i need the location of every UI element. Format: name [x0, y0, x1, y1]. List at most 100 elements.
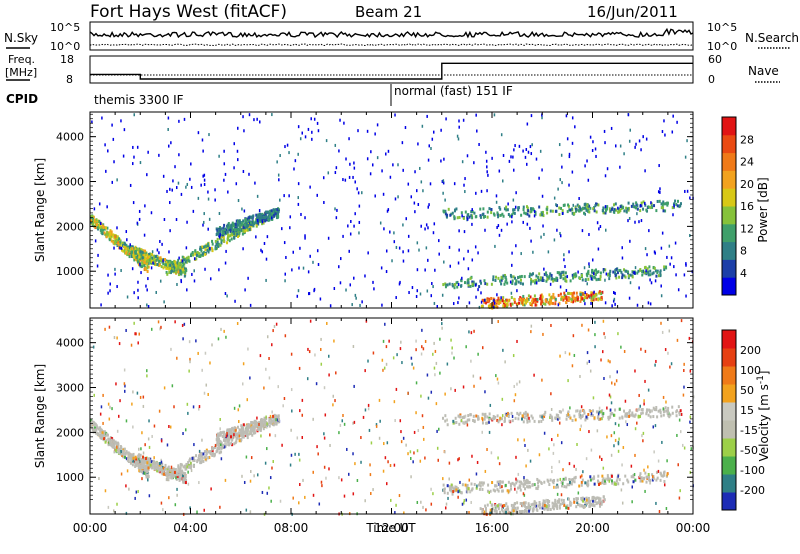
- velocity-echo: [543, 431, 546, 435]
- velocity-echo: [278, 417, 281, 421]
- velocity-echo: [599, 481, 602, 485]
- power-echo: [500, 228, 503, 232]
- velocity-echo: [205, 450, 208, 454]
- velocity-echo: [514, 416, 517, 420]
- velocity-echo: [532, 502, 535, 506]
- velocity-echo: [553, 478, 556, 482]
- velocity-echo: [124, 384, 126, 388]
- power-echo: [661, 231, 664, 235]
- power-echo: [503, 282, 506, 286]
- velocity-echo: [182, 480, 185, 484]
- velocity-echo: [410, 475, 412, 479]
- velocity-echo: [607, 415, 610, 419]
- velocity-echo: [479, 507, 482, 511]
- velocity-echo: [468, 418, 471, 422]
- power-echo: [297, 152, 299, 156]
- power-echo: [126, 253, 129, 257]
- velocity-echo: [228, 443, 231, 447]
- power-echo: [511, 282, 514, 286]
- velocity-echo: [225, 335, 227, 339]
- power-echo: [641, 273, 644, 277]
- velocity-echo: [501, 489, 504, 493]
- power-echo: [482, 207, 485, 211]
- power-echo: [539, 149, 542, 153]
- velocity-echo: [679, 409, 682, 413]
- power-echo: [654, 279, 657, 283]
- power-echo: [211, 249, 214, 253]
- power-echo: [371, 163, 374, 167]
- velocity-echo: [420, 500, 422, 504]
- velocity-echo: [220, 457, 223, 461]
- velocity-echo: [152, 459, 155, 463]
- power-echo: [340, 257, 342, 261]
- power-echo: [525, 301, 528, 305]
- power-echo: [567, 296, 570, 300]
- velocity-echo: [190, 461, 192, 465]
- velocity-echo: [175, 477, 178, 481]
- power-echo: [508, 214, 511, 218]
- velocity-echo: [360, 460, 362, 464]
- velocity-echo: [596, 416, 599, 420]
- velocity-echo: [599, 417, 602, 421]
- velocity-echo: [573, 414, 576, 418]
- power-echo: [207, 242, 210, 246]
- power-echo: [334, 207, 336, 211]
- velocity-echo: [183, 472, 186, 476]
- power-echo: [126, 238, 128, 242]
- power-echo: [171, 260, 174, 264]
- power-echo: [99, 228, 102, 232]
- velocity-echo: [215, 438, 218, 442]
- velocity-echo: [498, 462, 501, 466]
- velocity-echo: [652, 415, 655, 419]
- power-echo: [143, 253, 146, 257]
- power-echo: [185, 246, 188, 250]
- power-echo: [602, 206, 605, 210]
- power-echo: [586, 296, 589, 300]
- velocity-echo: [518, 485, 521, 489]
- velocity-echo: [242, 382, 244, 386]
- power-echo: [463, 257, 465, 261]
- velocity-echo: [247, 430, 250, 434]
- velocity-echo: [167, 468, 170, 472]
- velocity-echo: [591, 499, 594, 503]
- power-echo: [530, 303, 533, 307]
- power-echo: [551, 277, 554, 281]
- velocity-echo: [304, 495, 306, 499]
- velocity-echo: [517, 472, 520, 476]
- velocity-echo: [487, 420, 490, 424]
- power-echo: [563, 294, 566, 298]
- power-echo: [431, 282, 433, 286]
- velocity-echo: [422, 505, 424, 509]
- cpid-segment-1: themis 3300 IF: [94, 93, 184, 107]
- power-echo: [148, 252, 151, 256]
- velocity-echo: [573, 500, 576, 504]
- velocity-echo: [129, 461, 132, 465]
- velocity-echo: [253, 428, 256, 432]
- power-echo: [428, 144, 431, 148]
- velocity-echo: [593, 504, 596, 508]
- power-echo: [604, 278, 606, 282]
- power-echo: [228, 225, 231, 229]
- velocity-echo: [268, 356, 270, 360]
- velocity-echo: [651, 473, 654, 477]
- power-echo: [592, 207, 595, 211]
- power-echo: [594, 276, 597, 280]
- power-echo: [634, 266, 637, 270]
- velocity-echo: [479, 484, 482, 488]
- power-echo: [165, 264, 168, 268]
- power-echo: [361, 191, 363, 195]
- power-echo: [501, 212, 504, 216]
- power-echo: [629, 128, 631, 132]
- velocity-echo: [512, 504, 515, 508]
- power-echo: [580, 208, 583, 212]
- power-echo: [233, 142, 236, 146]
- power-echo: [513, 208, 516, 212]
- velocity-echo: [219, 417, 221, 421]
- power-echo: [464, 210, 467, 214]
- power-echo: [560, 153, 563, 157]
- velocity-echo: [488, 412, 491, 416]
- power-echo: [457, 301, 459, 305]
- power-echo: [672, 205, 675, 209]
- power-echo: [583, 296, 586, 300]
- power-echo: [502, 214, 505, 218]
